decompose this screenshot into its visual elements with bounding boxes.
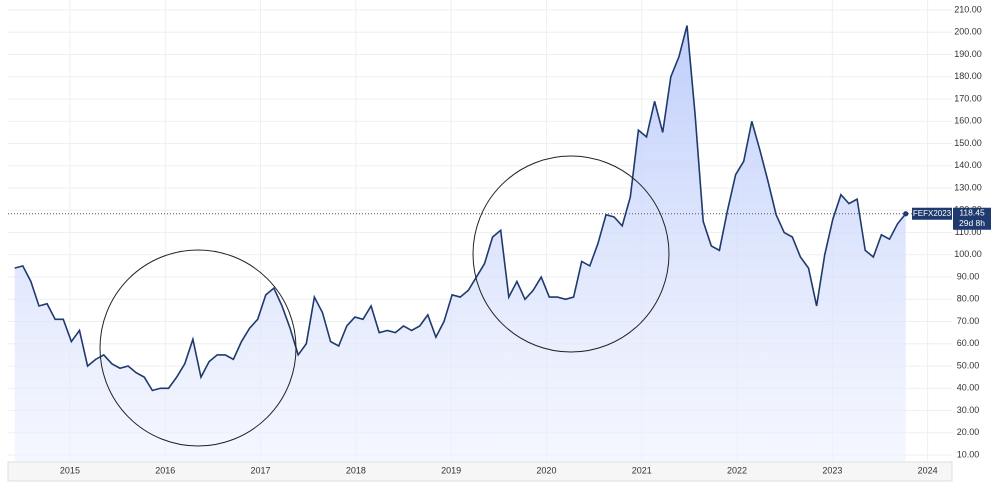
y-tick-label: 60.00 bbox=[957, 338, 980, 348]
symbol-label: FEFX2023 bbox=[913, 209, 952, 218]
area bbox=[14, 25, 906, 462]
y-tick-label: 20.00 bbox=[957, 427, 980, 437]
y-tick-label: 140.00 bbox=[954, 160, 982, 170]
x-tick-label: 2015 bbox=[60, 465, 80, 475]
y-tick-label: 170.00 bbox=[954, 93, 982, 103]
y-tick-label: 150.00 bbox=[954, 138, 982, 148]
x-tick-label: 2019 bbox=[441, 465, 461, 475]
y-tick-label: 210.00 bbox=[954, 4, 982, 14]
x-tick-label: 2020 bbox=[536, 465, 556, 475]
y-tick-label: 90.00 bbox=[957, 271, 980, 281]
last-value-label: 118.45 bbox=[959, 207, 985, 217]
countdown-label: 29d 8h bbox=[959, 218, 985, 228]
y-tick-label: 50.00 bbox=[957, 360, 980, 370]
highlight-circle bbox=[99, 249, 297, 447]
y-tick-label: 40.00 bbox=[957, 383, 980, 393]
x-tick-label: 2023 bbox=[822, 465, 842, 475]
highlight-circle bbox=[472, 155, 670, 353]
y-tick-label: 100.00 bbox=[954, 249, 982, 259]
y-tick-label: 30.00 bbox=[957, 405, 980, 415]
y-tick-label: 160.00 bbox=[954, 116, 982, 126]
y-tick-label: 190.00 bbox=[954, 49, 982, 59]
last-point bbox=[903, 211, 909, 217]
x-tick-label: 2021 bbox=[632, 465, 652, 475]
y-tick-label: 70.00 bbox=[957, 316, 980, 326]
price-badge bbox=[953, 207, 991, 230]
y-tick-label: 80.00 bbox=[957, 294, 980, 304]
y-tick-label: 200.00 bbox=[954, 27, 982, 37]
x-tick-label: 2022 bbox=[727, 465, 747, 475]
x-tick-label: 2024 bbox=[918, 465, 938, 475]
labels: 10.00 20.00 30.00 40.00 50.00 60.00 70.00 80.00… bbox=[60, 4, 991, 475]
y-tick-label: 10.00 bbox=[957, 449, 980, 459]
y-tick-label: 180.00 bbox=[954, 71, 982, 81]
x-axis-band bbox=[7, 461, 953, 482]
x-tick-label: 2018 bbox=[346, 465, 366, 475]
y-tick-label: 110.00 bbox=[955, 227, 982, 237]
line bbox=[14, 25, 907, 392]
x-tick-label: 2016 bbox=[155, 465, 175, 475]
plot bbox=[8, 25, 952, 462]
symbol-badge bbox=[912, 207, 952, 220]
x-tick-label: 2017 bbox=[251, 465, 271, 475]
y-tick-label: 130.00 bbox=[954, 182, 982, 192]
